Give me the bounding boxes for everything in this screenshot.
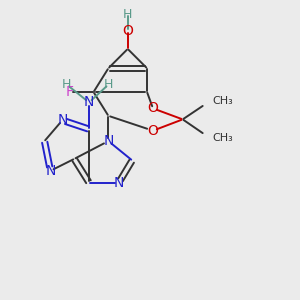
Text: CH₃: CH₃ [212, 133, 233, 143]
Text: O: O [148, 124, 158, 138]
Text: H: H [104, 78, 113, 91]
Text: H: H [123, 8, 132, 21]
Text: H: H [62, 78, 71, 91]
Text: F: F [66, 85, 74, 99]
Text: N: N [84, 95, 94, 110]
Text: N: N [114, 176, 124, 190]
Text: O: O [122, 24, 133, 38]
Text: N: N [45, 164, 56, 178]
Text: CH₃: CH₃ [212, 96, 233, 106]
Text: O: O [148, 101, 158, 116]
Text: N: N [103, 134, 114, 148]
Text: N: N [57, 113, 68, 127]
